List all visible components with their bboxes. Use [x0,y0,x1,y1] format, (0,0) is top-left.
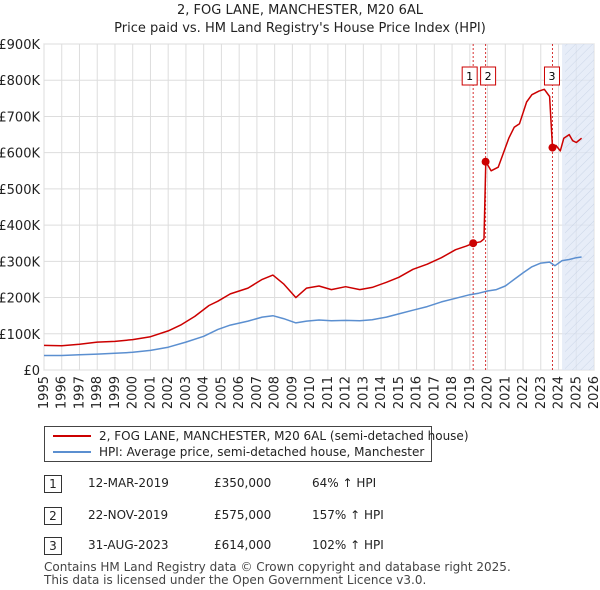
sale-row-2: 2 22-NOV-2019 £575,000 157% ↑ HPI [44,507,444,527]
legend-item-hpi: HPI: Average price, semi-detached house,… [53,444,424,460]
y-tick-label: £600K [0,147,40,162]
sale-label-box [480,66,497,86]
y-tick-label: £800K [0,74,40,89]
legend-swatch-property [53,435,91,437]
y-tick-label: £200K [0,292,40,307]
x-tick-label: 2019 [463,376,478,409]
footer-licence: This data is licensed under the Open Gov… [44,573,427,587]
x-tick-label: 2024 [552,376,567,409]
sale-date: 12-MAR-2019 [88,476,169,490]
legend-item-property: 2, FOG LANE, MANCHESTER, M20 6AL (semi-d… [53,428,469,444]
y-tick-label: £900K [0,38,40,53]
sale-point [481,157,490,166]
x-tick-label: 2016 [410,376,425,409]
sale-badge: 1 [44,475,62,493]
x-tick-label: 2014 [374,376,389,409]
x-tick-label: 2010 [303,376,318,409]
y-tick-label: £500K [0,183,40,198]
x-tick-label: 2013 [356,376,371,409]
series-lines [43,88,583,357]
sale-label-box [461,66,478,86]
forecast-hatch [565,44,594,370]
sale-hpi-change: 157% ↑ HPI [312,508,384,522]
sale-row-3: 3 31-AUG-2023 £614,000 102% ↑ HPI [44,537,444,557]
sale-badge: 2 [44,507,62,525]
x-tick-label: 2007 [250,376,265,409]
x-tick-label: 2026 [587,376,600,409]
sale-hpi-change: 64% ↑ HPI [312,476,377,490]
x-tick-label: 2017 [427,376,442,409]
y-tick-label: £400K [0,219,40,234]
x-tick-label: 1997 [72,376,87,409]
x-tick-label: 2020 [481,376,496,409]
y-axis: £0 £100K £200K £300K £400K £500K £600K £700K £80… [0,38,40,379]
x-tick-label: 1999 [108,376,123,409]
sale-price: £575,000 [214,508,272,522]
sale-date: 31-AUG-2023 [88,538,169,552]
x-tick-label: 2012 [339,376,354,409]
price-chart: 2, FOG LANE, MANCHESTER, M20 6AL Price p… [0,3,600,409]
legend-swatch-hpi [53,451,91,453]
y-tick-label: £0 [23,364,40,379]
x-tick-label: 2009 [285,376,300,409]
sale-point [469,239,478,248]
sale-label-text: 2 [485,70,492,83]
x-tick-label: 1998 [90,376,105,409]
x-tick-label: 2006 [232,376,247,409]
x-tick-label: 2000 [126,376,141,409]
chart-subtitle: Price paid vs. HM Land Registry's House … [114,21,486,36]
x-tick-label: 2004 [197,376,212,409]
x-tick-label: 2021 [498,376,513,409]
x-tick-label: 2002 [161,376,176,409]
x-tick-label: 2005 [214,376,229,409]
footer-copyright: Contains HM Land Registry data © Crown c… [44,560,511,574]
x-tick-label: 2018 [445,376,460,409]
sale-price: £350,000 [214,476,272,490]
sale-label-text: 3 [548,70,555,83]
sale-price: £614,000 [214,538,272,552]
sale-point [548,143,557,152]
sale-label-text: 1 [466,70,473,83]
x-tick-label: 2008 [268,376,283,409]
x-tick-label: 2011 [321,376,336,409]
legend: 2, FOG LANE, MANCHESTER, M20 6AL (semi-d… [44,426,469,462]
x-tick-label: 2003 [179,376,194,409]
y-tick-label: £700K [0,110,40,125]
series-line [43,88,583,347]
sale-hpi-change: 102% ↑ HPI [312,538,384,552]
x-tick-label: 1996 [55,376,70,409]
x-tick-label: 2001 [143,376,158,409]
series-line [44,256,582,357]
sale-badge: 3 [44,537,62,555]
sale-label-box [543,66,560,86]
legend-label-property: 2, FOG LANE, MANCHESTER, M20 6AL (semi-d… [99,429,469,443]
footer: Contains HM Land Registry data © Crown c… [44,561,511,587]
sale-date: 22-NOV-2019 [88,508,169,522]
forecast-region [562,44,594,370]
plot-background [43,43,595,371]
x-tick-label: 1995 [37,376,52,409]
x-tick-label: 2023 [534,376,549,409]
x-tick-label: 2015 [392,376,407,409]
legend-label-hpi: HPI: Average price, semi-detached house,… [99,445,425,459]
grid-lines [43,43,595,371]
x-tick-label: 2025 [569,376,584,409]
x-axis: 1995 1996 1997 1998 1999 2000 2001 2002 2003 2004… [37,376,600,409]
sale-points [469,143,557,248]
y-tick-label: £300K [0,255,40,270]
sale-row-1: 1 12-MAR-2019 £350,000 64% ↑ HPI [44,475,444,495]
plot-area [43,43,595,371]
chart-title: 2, FOG LANE, MANCHESTER, M20 6AL [177,3,424,18]
y-tick-label: £100K [0,328,40,343]
x-tick-label: 2022 [516,376,531,409]
